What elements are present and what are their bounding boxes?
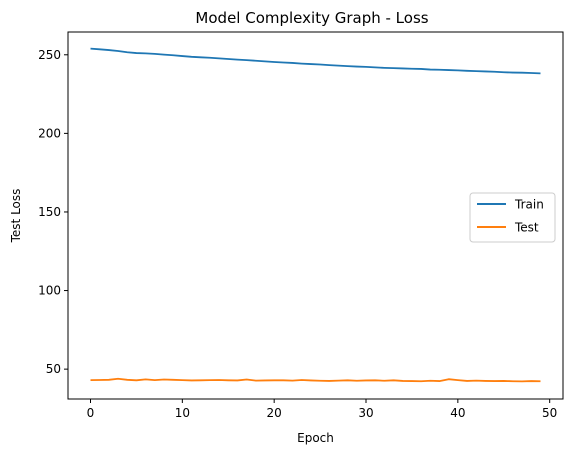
y-axis-label: Test Loss [9, 189, 23, 244]
x-tick-label: 0 [87, 406, 95, 420]
series-line-train [91, 49, 541, 74]
y-axis: 50 100 150 200 250 [38, 48, 68, 376]
chart-title: Model Complexity Graph - Loss [195, 9, 428, 27]
legend-label-train: Train [514, 198, 544, 212]
x-tick-label: 10 [175, 406, 190, 420]
x-tick-label: 20 [267, 406, 282, 420]
x-tick-label: 50 [542, 406, 557, 420]
y-tick-label: 200 [38, 126, 61, 140]
x-tick-label: 40 [450, 406, 465, 420]
y-tick-label: 50 [46, 362, 61, 376]
legend: Train Test [470, 193, 555, 242]
series-line-test [91, 379, 541, 382]
x-axis: 0 10 20 30 40 50 [87, 399, 558, 420]
y-tick-label: 250 [38, 48, 61, 62]
legend-label-test: Test [514, 221, 539, 235]
y-tick-label: 100 [38, 284, 61, 298]
y-tick-label: 150 [38, 205, 61, 219]
x-axis-label: Epoch [297, 431, 334, 445]
x-tick-label: 30 [358, 406, 373, 420]
